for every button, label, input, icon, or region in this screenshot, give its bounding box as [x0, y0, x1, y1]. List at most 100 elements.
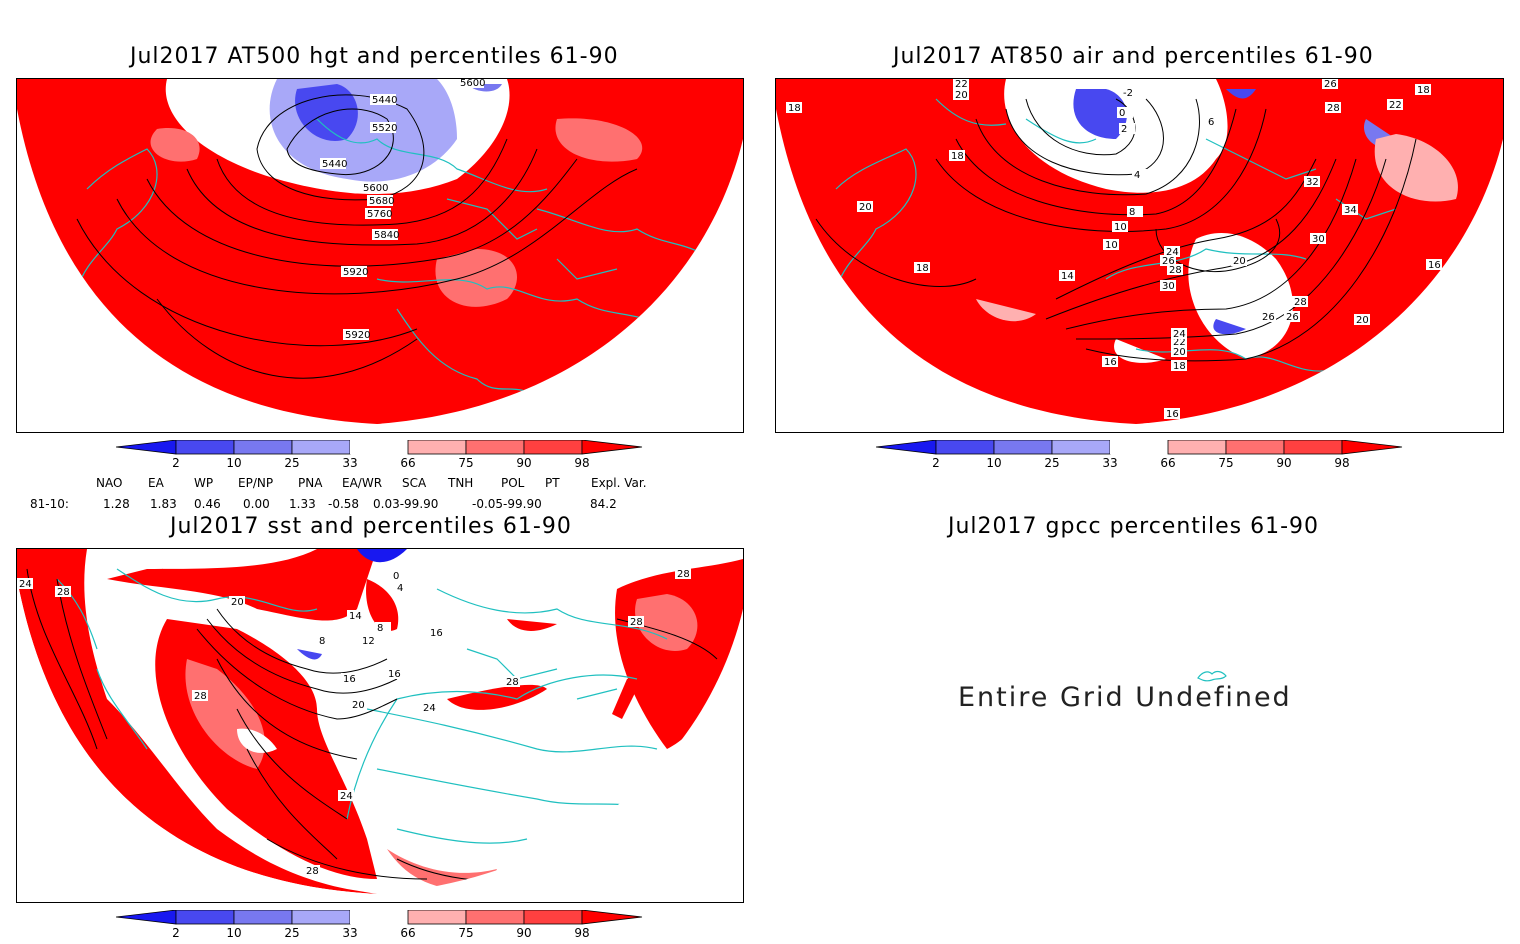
colorbar-tick: 75 [458, 456, 473, 470]
contour-label: 20 [352, 700, 365, 711]
contour-label: 4 [1134, 170, 1140, 181]
colorbar-tick: 98 [574, 456, 589, 470]
contour-labels: 24 28 20 28 24 28 8 12 16 16 20 14 8 4 0… [17, 568, 691, 877]
contour-label: 18 [916, 263, 929, 274]
colorbar-tick: 98 [1334, 456, 1349, 470]
colorbar-at850: 2 10 25 33 66 75 90 98 [875, 439, 1406, 474]
contour-label: 5600 [460, 79, 485, 89]
colorbar-tick: 10 [986, 456, 1001, 470]
contour-label: 28 [194, 691, 207, 702]
contour-label: 16 [388, 669, 401, 680]
percentile-field [17, 549, 377, 894]
contour-label: 12 [362, 636, 375, 647]
contour-label: 20 [1173, 347, 1186, 358]
index-header: Expl. Var. [591, 476, 647, 490]
colorbar-tick: 66 [400, 456, 415, 470]
contour-label: 8 [319, 636, 325, 647]
contour-label: 5840 [374, 230, 399, 241]
index-value: 0.46 [194, 497, 221, 511]
temperature-contours [815, 98, 1417, 362]
index-header: TNH [448, 476, 474, 490]
colorbar-tick: 25 [1044, 456, 1059, 470]
contour-label: 18 [788, 103, 801, 114]
contour-label: 28 [1169, 265, 1182, 276]
coastlines [56, 568, 668, 844]
contour-label: 5680 [369, 196, 394, 207]
coastlines [835, 98, 1397, 372]
colorbar-tick: 2 [172, 926, 180, 940]
colorbar-tick: 66 [400, 926, 415, 940]
contour-labels: 22 20 18 18 20 18 -2 0 2 4 6 8 10 10 12 … [786, 79, 1442, 420]
contour-label: 16 [1166, 409, 1179, 420]
contour-label: 16 [1428, 260, 1441, 271]
panel-title-sst: Jul2017 sst and percentiles 61-90 [170, 514, 572, 539]
index-value: 1.33 [289, 497, 316, 511]
contour-label: 10 [1105, 240, 1118, 251]
map-panel-at850: 22 20 18 18 20 18 -2 0 2 4 6 8 10 10 12 … [775, 78, 1504, 433]
contour-label: 8 [1129, 207, 1135, 218]
colorbar-tick: 2 [172, 456, 180, 470]
contour-label: 28 [57, 587, 70, 598]
index-value: -0.58 [328, 497, 360, 511]
contour-label: 20 [955, 90, 968, 101]
colorbar-tick: 90 [516, 926, 531, 940]
contour-label: 0 [393, 571, 399, 582]
contour-label: 24 [1166, 247, 1179, 258]
contour-label: 26 [1286, 312, 1299, 323]
index-header: PT [545, 476, 560, 490]
index-header: EA/WR [342, 476, 383, 490]
contour-label: 24 [340, 791, 353, 802]
colorbar-tick: 33 [1102, 456, 1117, 470]
contour-label: 16 [343, 674, 356, 685]
panel-title-gpcc: Jul2017 gpcc percentiles 61-90 [948, 514, 1320, 539]
index-value: 0.03-99.90 [373, 497, 439, 511]
contour-label: 30 [1312, 234, 1325, 245]
index-header: PNA [298, 476, 323, 490]
height-contours [76, 94, 638, 379]
colorbar-tick: 25 [284, 456, 299, 470]
colorbar-tick: 10 [226, 456, 241, 470]
contour-label: 5920 [345, 330, 370, 341]
index-value: 1.83 [150, 497, 177, 511]
sst-contours [26, 568, 718, 882]
contour-label: -2 [1123, 88, 1133, 99]
cold-anomaly [295, 84, 358, 141]
contour-label: 20 [859, 202, 872, 213]
contour-label: 22 [1173, 337, 1186, 348]
index-header: WP [194, 476, 214, 490]
panel-title-at850: Jul2017 AT850 air and percentiles 61-90 [893, 44, 1374, 69]
contour-label: 14 [1061, 271, 1074, 282]
index-header: EA [148, 476, 164, 490]
contour-label: 16 [430, 628, 443, 639]
colorbar-tick: 25 [284, 926, 299, 940]
contour-label: 28 [677, 569, 690, 580]
colorbar-tick: 98 [574, 926, 589, 940]
contour-label: 20 [1356, 315, 1369, 326]
contour-label: 5600 [363, 183, 388, 194]
small-coast-fragment-icon [1197, 670, 1227, 682]
index-header: EP/NP [238, 476, 274, 490]
contour-label: 32 [1306, 177, 1319, 188]
contour-label: 5760 [367, 209, 392, 220]
colorbar-tick: 75 [458, 926, 473, 940]
contour-label: 5520 [372, 123, 397, 134]
contour-label: 8 [377, 623, 383, 634]
index-header: NAO [96, 476, 123, 490]
colorbar-tick: 33 [342, 456, 357, 470]
contour-label: 22 [955, 79, 968, 90]
contour-label: 2 [1121, 124, 1127, 135]
contour-label: 0 [1119, 108, 1125, 119]
index-value: 1.28 [103, 497, 130, 511]
contour-label: 18 [1417, 85, 1430, 96]
contour-label: 16 [1104, 357, 1117, 368]
colorbar-tick: 90 [516, 456, 531, 470]
contour-label: 24 [423, 703, 436, 714]
contour-label: 28 [506, 677, 519, 688]
contour-label: 24 [1173, 329, 1186, 340]
contour-label: 18 [1173, 361, 1186, 372]
panel-title-at500: Jul2017 AT500 hgt and percentiles 61-90 [130, 44, 619, 69]
contour-label: 4 [397, 583, 403, 594]
index-value: 0.00 [243, 497, 270, 511]
map-panel-at500: 5440 5440 5520 5600 5600 5680 5760 5840 … [16, 78, 744, 433]
colorbar-tick: 10 [226, 926, 241, 940]
